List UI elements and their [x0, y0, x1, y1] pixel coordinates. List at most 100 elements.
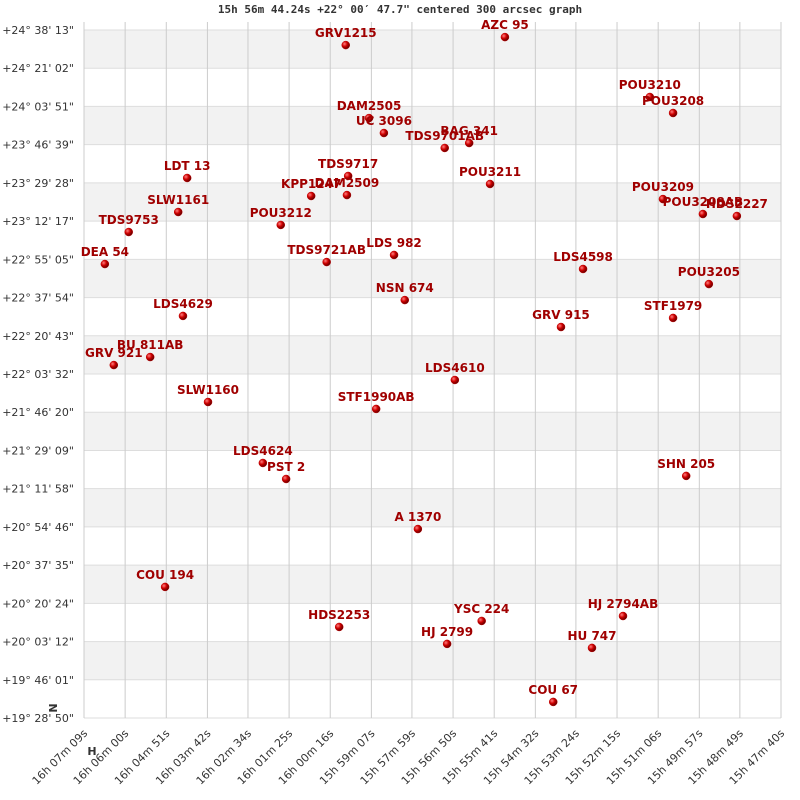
star — [281, 474, 291, 484]
y-tick-label: +20° 54' 46" — [2, 521, 74, 534]
star — [440, 143, 449, 153]
y-tick-label: +23° 46' 39" — [2, 139, 74, 152]
star — [322, 257, 331, 267]
star — [442, 639, 452, 649]
orientation-label: N — [47, 703, 60, 712]
y-tick-label: +23° 12' 17" — [2, 215, 74, 228]
star-label: HJ 2799 — [421, 625, 473, 639]
star-label: STF1990AB — [338, 390, 415, 404]
star-label: LDS 982 — [366, 236, 421, 250]
y-tick-label: +22° 20' 43" — [2, 330, 74, 343]
y-tick-label: +22° 55' 05" — [2, 253, 74, 266]
star-label: POU3208AB — [663, 195, 744, 209]
star — [173, 207, 183, 217]
star-label: TDS9753 — [99, 213, 159, 227]
star-label: DEA 54 — [81, 245, 129, 259]
grid-band — [84, 335, 781, 374]
star — [464, 138, 474, 148]
star-label: LDT 13 — [164, 159, 211, 173]
y-tick-label: +22° 37' 54" — [2, 292, 74, 305]
star-label: GRV1215 — [315, 26, 377, 40]
star-label: GRV 915 — [532, 308, 590, 322]
star-label: LDS4624 — [233, 444, 293, 458]
star — [203, 397, 213, 407]
star-label: TDS9701AB — [405, 129, 484, 143]
star — [681, 471, 691, 481]
y-tick-label: +21° 11' 58" — [2, 483, 74, 496]
star-label: DAM2509 — [315, 176, 380, 190]
star — [587, 643, 597, 653]
star — [413, 524, 423, 534]
star — [342, 190, 352, 200]
y-tick-label: +23° 29' 28" — [2, 177, 74, 190]
star-label: SLW1161 — [147, 193, 209, 207]
star-label: STF1979 — [644, 299, 702, 313]
y-tick-label: +21° 29' 09" — [2, 444, 74, 457]
y-tick-label: +24° 38' 13" — [2, 24, 74, 37]
star-label: BU 811AB — [117, 338, 184, 352]
star-label: COU 194 — [136, 568, 194, 582]
y-tick-label: +19° 28' 50" — [2, 712, 74, 725]
star — [668, 108, 678, 118]
star — [732, 211, 742, 221]
star — [124, 227, 133, 237]
star — [306, 191, 316, 201]
star — [341, 40, 350, 50]
star-label: UC 3096 — [356, 114, 412, 128]
grid-band — [84, 259, 781, 298]
star — [698, 209, 708, 219]
star — [485, 179, 495, 189]
star-label: DAM2505 — [337, 99, 402, 113]
star — [371, 404, 381, 414]
star-label: SHN 205 — [657, 457, 715, 471]
y-tick-label: +20° 03' 12" — [2, 636, 74, 649]
star — [364, 113, 374, 123]
star — [704, 279, 714, 289]
star — [578, 264, 588, 274]
star-label: TDS9721AB — [287, 243, 366, 257]
star-label: A 1370 — [394, 510, 441, 524]
grid-band — [84, 30, 781, 69]
star-label: HDS2227 — [706, 197, 768, 211]
y-tick-label: +22° 03' 32" — [2, 368, 74, 381]
star-label: KPP1247 — [281, 177, 341, 191]
y-tick-label: +19° 46' 01" — [2, 674, 74, 687]
grid-band — [84, 488, 781, 527]
star — [258, 458, 268, 468]
star — [100, 259, 110, 269]
star — [658, 194, 668, 204]
star — [343, 171, 353, 181]
star-label: NSN 674 — [376, 281, 434, 295]
grid-band — [84, 412, 781, 451]
star — [618, 611, 628, 621]
grid-band — [84, 565, 781, 604]
star-label: AZC 95 — [481, 18, 529, 32]
star — [389, 250, 399, 260]
orientation-label: H — [87, 745, 96, 758]
star — [182, 173, 192, 183]
star-label: HJ 2794AB — [588, 597, 659, 611]
star — [477, 616, 486, 626]
star-label: POU3205 — [678, 265, 740, 279]
star-label: PST 2 — [267, 460, 305, 474]
star-label: LDS4629 — [153, 297, 213, 311]
star — [668, 313, 678, 323]
star-label: POU3209 — [632, 180, 694, 194]
star-label: LDS4598 — [553, 250, 613, 264]
star-label: HU 747 — [567, 629, 616, 643]
star — [145, 352, 155, 362]
star — [556, 322, 566, 332]
y-tick-label: +24° 21' 02" — [2, 62, 74, 75]
star — [276, 220, 286, 230]
star — [400, 295, 410, 305]
y-tick-label: +24° 03' 51" — [2, 100, 74, 113]
y-tick-label: +20° 20' 24" — [2, 597, 74, 610]
star — [178, 311, 188, 321]
star-label: TDS9717 — [318, 157, 378, 171]
star — [334, 622, 344, 632]
star-label: SLW1160 — [177, 383, 239, 397]
star — [500, 32, 510, 42]
star — [379, 128, 389, 138]
star-label: GRV 921 — [85, 346, 143, 360]
